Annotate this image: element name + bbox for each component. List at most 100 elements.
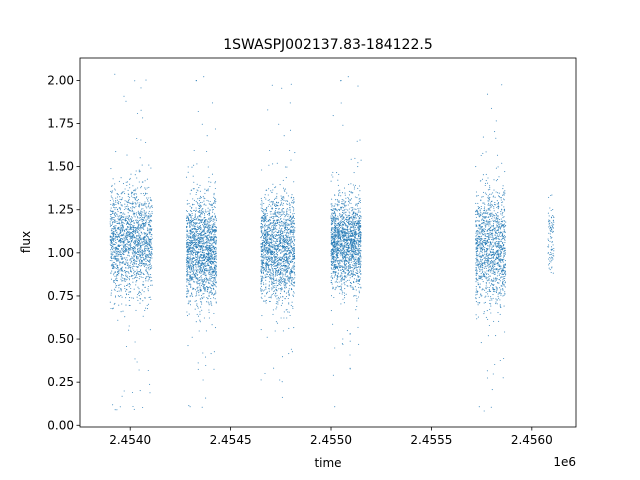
data-point <box>149 213 151 215</box>
data-point <box>214 278 216 280</box>
data-point <box>293 255 295 257</box>
data-point <box>274 241 277 243</box>
data-point <box>263 284 265 286</box>
data-point <box>124 230 126 232</box>
data-point <box>267 261 270 263</box>
data-point <box>211 203 213 205</box>
data-point <box>201 279 203 281</box>
data-point <box>213 277 215 279</box>
data-point <box>215 290 217 292</box>
data-point <box>210 289 212 291</box>
data-point <box>123 263 126 266</box>
data-point <box>191 228 193 230</box>
data-point <box>197 305 199 308</box>
data-point <box>109 238 111 241</box>
data-point <box>146 216 148 218</box>
data-point <box>118 270 120 272</box>
data-point <box>135 239 137 241</box>
data-point <box>148 250 150 252</box>
data-point <box>120 240 122 242</box>
data-point <box>113 240 115 242</box>
data-point <box>205 211 207 213</box>
data-point <box>214 257 216 259</box>
data-point <box>289 211 291 213</box>
data-point <box>292 278 294 280</box>
data-point <box>267 234 269 237</box>
data-point <box>138 291 140 294</box>
data-point <box>198 290 200 292</box>
data-point <box>261 210 263 212</box>
data-point <box>134 254 136 256</box>
data-point <box>186 239 188 242</box>
data-point <box>286 166 288 168</box>
data-point <box>197 278 199 280</box>
data-point <box>291 231 293 234</box>
data-point <box>138 219 141 221</box>
data-point <box>135 221 137 223</box>
data-point <box>215 275 217 277</box>
data-point <box>265 261 267 263</box>
data-point <box>285 285 287 287</box>
data-point <box>114 188 116 190</box>
data-point <box>208 217 210 219</box>
data-point <box>280 220 282 222</box>
data-point <box>290 304 292 306</box>
data-point <box>117 259 119 261</box>
data-point <box>197 368 199 370</box>
data-point <box>284 275 286 277</box>
data-point <box>187 265 189 267</box>
data-point <box>293 240 295 242</box>
data-point <box>186 293 188 295</box>
data-point <box>277 273 279 275</box>
data-point <box>289 228 291 230</box>
data-point <box>292 266 294 268</box>
data-point <box>194 232 196 234</box>
data-point <box>187 166 189 168</box>
data-point <box>200 285 203 287</box>
data-point <box>194 228 196 230</box>
data-point <box>289 314 291 317</box>
data-point <box>149 383 151 385</box>
data-point <box>201 277 203 279</box>
data-point <box>127 206 129 208</box>
data-point <box>279 222 281 224</box>
data-point <box>121 234 123 236</box>
data-point <box>209 260 211 262</box>
data-point <box>141 226 143 228</box>
data-point <box>144 246 146 248</box>
data-point <box>188 232 190 234</box>
data-point <box>125 205 127 207</box>
data-point <box>115 203 117 206</box>
data-point <box>270 257 272 259</box>
data-point <box>196 222 198 224</box>
data-point <box>291 249 293 251</box>
data-point <box>112 264 114 267</box>
data-point <box>148 251 150 253</box>
data-point <box>191 252 193 254</box>
data-point <box>191 293 193 295</box>
data-point <box>287 311 289 313</box>
data-point <box>112 231 114 233</box>
data-point <box>114 247 116 249</box>
data-point <box>134 190 136 192</box>
data-point <box>199 268 201 270</box>
data-point <box>268 203 270 206</box>
data-point <box>206 224 208 226</box>
data-point <box>205 263 207 265</box>
data-point <box>192 188 194 190</box>
data-point <box>141 219 143 221</box>
data-point <box>118 239 121 241</box>
data-point <box>137 220 139 222</box>
data-point <box>128 209 130 211</box>
data-point <box>272 163 274 165</box>
data-point <box>112 206 115 208</box>
data-point <box>197 253 199 255</box>
data-point <box>189 244 191 246</box>
data-point <box>200 301 202 303</box>
data-point <box>199 247 201 249</box>
data-point <box>121 280 123 282</box>
data-point <box>186 269 188 272</box>
data-point <box>199 290 201 292</box>
data-point <box>294 227 296 229</box>
data-point <box>123 222 125 225</box>
